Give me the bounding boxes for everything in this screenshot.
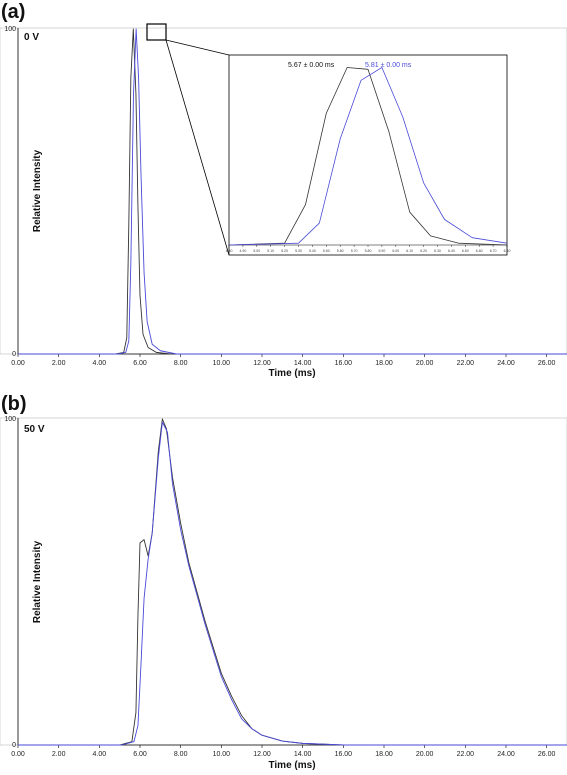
x-tick-label: 0.00 [11,360,25,367]
panel-b: (b) 50 V 100 0 Relative Intensity 0.00 2.… [0,393,567,771]
x-tick-label: 10.00 [213,751,231,758]
inset-x-tick-label: 5.30 [295,249,302,253]
inset-plot: 4.80 4.90 5.00 5.10 5.20 5.30 5.40 5.50 5.60 5.70… [226,54,511,256]
inset-x-ticks: 4.80 4.90 5.00 5.10 5.20 5.30 5.40 5.50 5.60 5.70… [226,245,511,253]
x-tick-label: 6.00 [133,751,147,758]
connector-top [165,39,230,56]
y-tick-0-b: 0 [12,742,16,749]
condition-label-a: 0 V [24,32,39,43]
panel-label-a: (a) [1,1,25,23]
x-tick-label: 24.00 [497,751,515,758]
condition-label-b: 50 V [24,424,45,435]
x-tick-label: 10.00 [213,360,231,367]
x-tick-label: 18.00 [375,360,393,367]
series-line-blue [18,28,567,355]
x-tick-label: 8.00 [174,751,188,758]
x-tick-label: 4.00 [93,751,107,758]
inset-annotation-black: 5.67 ± 0.00 ms [288,62,335,69]
y-axis-title-a: Relative Intensity [32,149,43,232]
inset-x-tick-label: 5.00 [253,249,260,253]
inset-x-tick-label: 5.90 [378,249,385,253]
inset-x-tick-label: 6.80 [504,249,511,253]
x-tick-label: 22.00 [457,751,475,758]
zoom-box [146,23,167,41]
x-tick-label: 8.00 [174,360,188,367]
inset-series-group [228,67,508,246]
inset-x-tick-label: 5.60 [337,249,344,253]
inset-x-tick-label: 5.10 [267,249,274,253]
inset-x-tick-label: 5.80 [365,249,372,253]
panel-label-b: (b) [1,393,27,415]
panel-a: (a) 0 V 100 0 Relative Intensity 0.00 2.0… [0,1,567,379]
y-tick-0-a: 0 [12,351,16,358]
inset-x-tick-label: 4.90 [239,249,246,253]
plot-frame-b [0,417,567,746]
x-tick-label: 14.00 [294,751,312,758]
x-tick-label: 2.00 [52,751,66,758]
x-tick-label: 24.00 [497,360,515,367]
x-tick-label: 2.00 [52,360,66,367]
inset-x-tick-label: 6.20 [420,249,427,253]
x-tick-label: 14.00 [294,360,312,367]
inset-x-tick-label: 6.60 [476,249,483,253]
x-tick-label: 26.00 [538,751,556,758]
inset-x-tick-label: 5.50 [323,249,330,253]
series-line-black [18,28,567,355]
y-axis-title-b: Relative Intensity [32,540,43,623]
y-tick-100-b: 100 [4,416,16,423]
x-tick-label: 12.00 [253,751,271,758]
inset-series-line-blue [228,67,508,246]
x-axis-title-a: Time (ms) [268,368,315,379]
x-ticks-b: 0.00 2.00 4.00 6.00 8.00 10.00 12.00 14.00 16.00… [11,745,556,758]
inset-x-tick-label: 6.00 [392,249,399,253]
inset-x-tick-label: 6.70 [490,249,497,253]
inset-x-tick-label: 5.40 [309,249,316,253]
x-tick-label: 12.00 [253,360,271,367]
y-tick-100-a: 100 [4,26,16,33]
x-tick-label: 6.00 [133,360,147,367]
x-ticks-a: 0.00 2.00 4.00 6.00 8.00 10.00 12.00 14.00 16.00… [11,354,556,367]
x-axis-title-b: Time (ms) [268,760,315,771]
x-tick-label: 20.00 [416,360,434,367]
inset-frame [228,54,508,256]
series-line-black [18,418,567,746]
series-group-a [18,28,567,355]
inset-x-tick-label: 5.20 [281,249,288,253]
inset-x-tick-label: 5.70 [351,249,358,253]
inset-x-tick-label: 6.40 [448,249,455,253]
series-line-blue [18,421,567,746]
inset-x-tick-label: 6.30 [434,249,441,253]
x-tick-label: 26.00 [538,360,556,367]
series-group-b [18,418,567,746]
connector-bottom [165,39,230,256]
inset-x-tick-label: 4.80 [226,249,233,253]
inset-series-line-black [228,67,508,246]
x-tick-label: 22.00 [457,360,475,367]
x-tick-label: 4.00 [93,360,107,367]
x-tick-label: 16.00 [335,360,353,367]
x-tick-label: 18.00 [375,751,393,758]
inset-x-tick-label: 6.50 [462,249,469,253]
x-tick-label: 0.00 [11,751,25,758]
inset-x-tick-label: 6.10 [406,249,413,253]
x-tick-label: 20.00 [416,751,434,758]
x-tick-label: 16.00 [335,751,353,758]
inset-annotation-blue: 5.81 ± 0.00 ms [365,62,412,69]
